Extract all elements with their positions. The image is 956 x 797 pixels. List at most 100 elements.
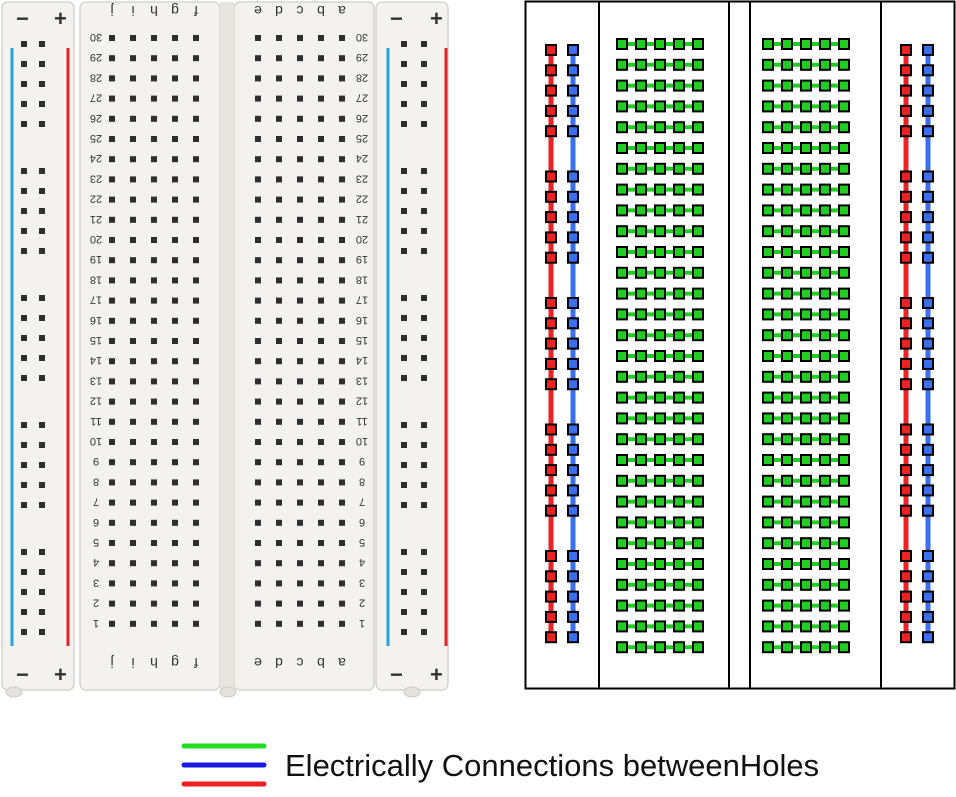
terminal-hole bbox=[635, 370, 647, 383]
rail-hole bbox=[567, 484, 579, 497]
terminal-hole bbox=[109, 499, 115, 506]
rail-hole bbox=[401, 168, 407, 174]
terminal-hole bbox=[172, 418, 178, 425]
terminal-hole bbox=[781, 100, 793, 113]
terminal-hole bbox=[838, 350, 850, 362]
terminal-hole bbox=[193, 237, 199, 243]
terminal-hole bbox=[109, 459, 115, 466]
terminal-hole bbox=[193, 620, 199, 627]
terminal-hole bbox=[673, 474, 685, 487]
terminal-hole bbox=[762, 58, 774, 71]
terminal-hole bbox=[692, 516, 704, 529]
row-number: 14 bbox=[90, 354, 102, 366]
rail-hole bbox=[21, 609, 27, 615]
rail-hole bbox=[401, 589, 407, 595]
terminal-hole bbox=[800, 391, 812, 404]
rail-hole bbox=[545, 337, 557, 350]
terminal-hole bbox=[616, 454, 628, 466]
terminal-hole bbox=[635, 162, 647, 175]
terminal-hole bbox=[193, 95, 199, 102]
terminal-hole bbox=[762, 454, 774, 466]
rail-hole bbox=[922, 423, 934, 436]
terminal-hole bbox=[255, 540, 261, 546]
row-number: 16 bbox=[90, 314, 102, 326]
terminal-hole bbox=[318, 620, 324, 627]
terminal-hole bbox=[819, 121, 831, 134]
rail-hole bbox=[421, 315, 427, 321]
terminal-hole bbox=[339, 479, 345, 486]
terminal-hole bbox=[800, 537, 812, 550]
terminal-hole bbox=[297, 540, 303, 546]
terminal-hole bbox=[673, 204, 685, 217]
terminal-hole bbox=[172, 216, 178, 223]
terminal-hole bbox=[800, 329, 812, 342]
row-number: 27 bbox=[90, 92, 102, 104]
terminal-hole bbox=[318, 540, 324, 546]
terminal-hole bbox=[635, 516, 647, 529]
rail-hole bbox=[900, 170, 912, 183]
rail-hole bbox=[421, 375, 427, 381]
terminal-hole bbox=[193, 418, 199, 425]
terminal-hole bbox=[276, 237, 282, 243]
terminal-hole bbox=[318, 297, 324, 304]
terminal-hole bbox=[255, 600, 261, 607]
terminal-hole bbox=[151, 398, 157, 405]
terminal-hole bbox=[276, 216, 282, 223]
rail-hole bbox=[39, 81, 45, 87]
rail-hole bbox=[922, 504, 934, 517]
rail-hole bbox=[545, 211, 557, 224]
terminal-hole bbox=[297, 479, 303, 486]
terminal-hole bbox=[781, 79, 793, 92]
terminal-hole bbox=[781, 495, 793, 508]
terminal-hole bbox=[654, 225, 666, 238]
rail-hole bbox=[39, 121, 45, 127]
terminal-hole bbox=[109, 216, 115, 223]
terminal-hole bbox=[616, 391, 628, 404]
terminal-hole bbox=[276, 317, 282, 324]
terminal-hole bbox=[800, 350, 812, 362]
terminal-hole bbox=[800, 121, 812, 134]
rail-hole bbox=[21, 442, 27, 448]
terminal-hole bbox=[800, 641, 812, 654]
terminal-hole bbox=[654, 433, 666, 446]
terminal-hole bbox=[193, 540, 199, 546]
minus-rail-label: − bbox=[16, 6, 29, 31]
terminal-hole bbox=[635, 454, 647, 466]
terminal-hole bbox=[781, 370, 793, 383]
terminal-hole bbox=[172, 560, 178, 567]
terminal-hole bbox=[276, 418, 282, 425]
rail-hole bbox=[401, 248, 407, 254]
terminal-hole bbox=[635, 620, 647, 633]
terminal-hole bbox=[673, 599, 685, 612]
terminal-hole bbox=[255, 196, 261, 203]
terminal-hole bbox=[276, 115, 282, 122]
terminal-hole bbox=[109, 600, 115, 607]
terminal-hole bbox=[692, 495, 704, 508]
terminal-hole bbox=[276, 176, 282, 183]
rail-hole bbox=[567, 297, 579, 309]
terminal-hole bbox=[654, 266, 666, 279]
terminal-hole bbox=[781, 58, 793, 71]
rail-hole bbox=[39, 208, 45, 214]
rail-hole bbox=[922, 570, 934, 583]
terminal-hole bbox=[819, 474, 831, 487]
rail-hole bbox=[900, 251, 912, 264]
terminal-hole bbox=[654, 474, 666, 487]
terminal-hole bbox=[654, 599, 666, 612]
row-number: 13 bbox=[356, 374, 368, 386]
terminal-hole bbox=[109, 378, 115, 385]
terminal-hole bbox=[297, 257, 303, 264]
terminal-hole bbox=[193, 519, 199, 526]
terminal-hole bbox=[318, 257, 324, 264]
terminal-hole bbox=[635, 266, 647, 279]
terminal-hole bbox=[838, 516, 850, 529]
terminal-hole bbox=[819, 308, 831, 321]
row-number: 30 bbox=[356, 31, 368, 43]
terminal-hole bbox=[635, 558, 647, 570]
terminal-hole bbox=[172, 540, 178, 546]
rail-hole bbox=[39, 482, 45, 488]
terminal-hole bbox=[673, 370, 685, 383]
terminal-hole bbox=[172, 196, 178, 203]
row-number: 28 bbox=[356, 71, 368, 83]
terminal-hole bbox=[673, 454, 685, 466]
